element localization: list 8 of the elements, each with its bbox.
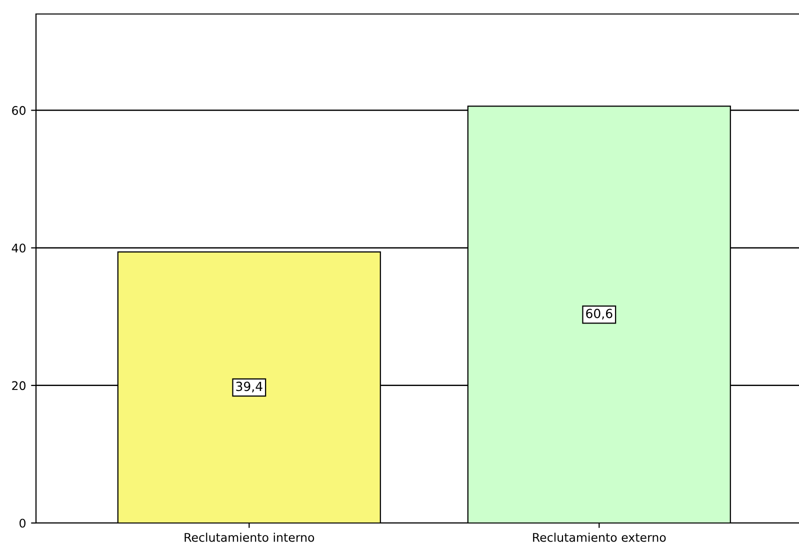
y-tick-label: 60 <box>12 106 26 115</box>
x-tick-label: Reclutamiento externo <box>533 532 666 542</box>
data-label: 39,4 <box>236 382 262 392</box>
y-tick-label: 40 <box>12 244 26 253</box>
y-tick-label: 20 <box>12 381 26 390</box>
y-tick-label: 0 <box>20 518 26 528</box>
x-tick-label: Reclutamiento interno <box>184 532 314 542</box>
data-label: 60,6 <box>586 308 612 320</box>
